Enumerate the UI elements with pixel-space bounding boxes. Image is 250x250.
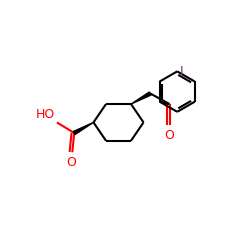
Polygon shape [74,122,94,134]
Text: O: O [164,129,174,142]
Text: I: I [180,65,184,78]
Text: HO: HO [36,108,55,122]
Polygon shape [131,92,151,104]
Text: O: O [66,156,76,169]
